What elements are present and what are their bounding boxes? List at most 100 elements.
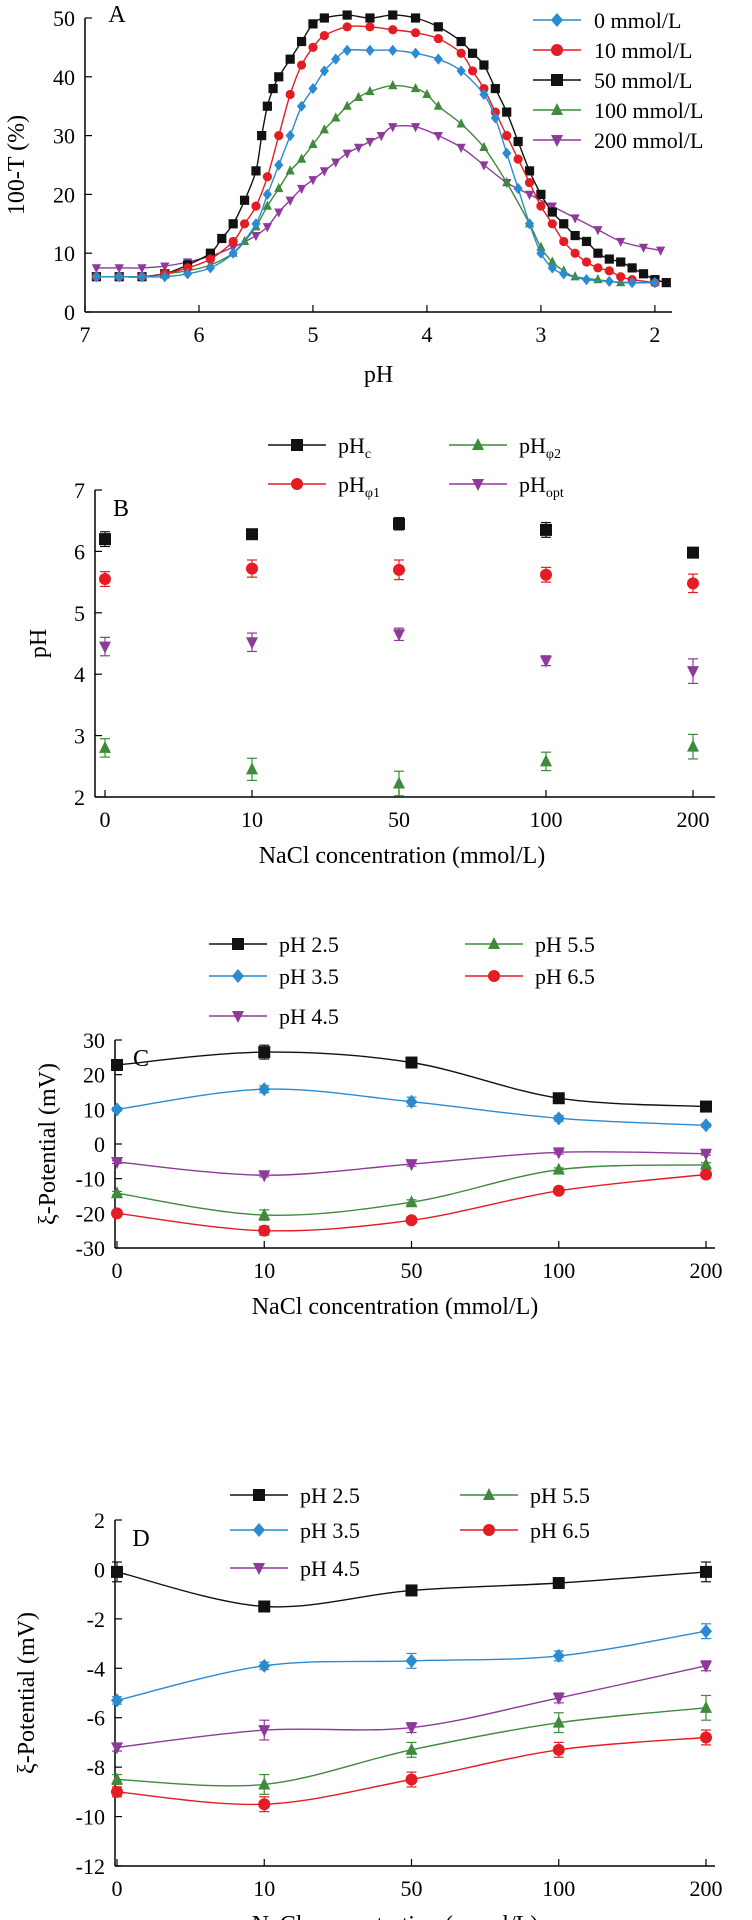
data-point: [552, 1692, 565, 1705]
data-point: [99, 740, 111, 753]
data-point: [114, 264, 124, 274]
x-tick-label: 6: [193, 322, 204, 347]
data-point: [422, 88, 432, 99]
data-point: [296, 36, 307, 47]
data-point: [296, 100, 307, 112]
panel-a: 0 10 20 30 40 50 7 6 5 4 3 2 pH 100-T (%) A 0 mmol/L 10 …: [4, 2, 703, 388]
legend-marker: [291, 439, 303, 451]
legend-label-main: pH 2.5: [300, 1483, 360, 1508]
data-point: [490, 112, 500, 124]
data-point: [540, 754, 552, 767]
legend-label-main: pH 5.5: [535, 932, 595, 957]
legend: pH 2.5 pH 3.5 pH 4.5 pH 5.5 pH 6.5: [209, 932, 595, 1029]
y-tick-label: 2: [74, 785, 85, 810]
data-point: [285, 165, 295, 175]
data-point: [559, 236, 569, 247]
y-tick-label: 3: [74, 724, 85, 749]
data-point: [111, 1186, 123, 1199]
series-ph-c: [99, 517, 699, 559]
series-ph-2-5: [111, 1561, 712, 1613]
legend-label: 50 mmol/L: [594, 68, 692, 93]
data-point: [342, 149, 352, 159]
data-point: [700, 1660, 712, 1673]
legend-label-main: pH 4.5: [279, 1004, 339, 1029]
data-point: [111, 1207, 123, 1220]
legend-label-main: pH 6.5: [530, 1518, 590, 1543]
data-point: [479, 141, 489, 151]
data-point: [513, 182, 523, 195]
data-point: [524, 190, 535, 200]
data-point: [393, 517, 405, 530]
data-point: [258, 1600, 271, 1613]
data-point: [616, 272, 626, 282]
data-point: [513, 136, 523, 147]
data-point: [262, 223, 272, 233]
data-point: [111, 1102, 123, 1117]
y-tick-label: -30: [76, 1236, 105, 1261]
data-point: [513, 154, 523, 164]
data-point: [405, 1159, 418, 1172]
data-point: [456, 65, 466, 77]
data-point: [604, 275, 614, 288]
y-tick-label: 0: [94, 1557, 105, 1582]
data-point: [342, 10, 352, 20]
legend-marker: [291, 478, 303, 490]
data-point: [536, 247, 546, 259]
series-ph-3-5: [111, 1623, 712, 1708]
data-point: [228, 247, 238, 259]
data-point: [433, 100, 443, 110]
data-point: [700, 1624, 712, 1639]
legend-label-subscript: φ2: [546, 447, 561, 462]
legend-marker: [232, 1011, 244, 1023]
y-tick-label: 50: [53, 6, 75, 31]
data-point: [616, 257, 626, 267]
legend-label-main: pH: [519, 472, 546, 497]
legend-label: pH 4.5: [300, 1556, 360, 1581]
data-point: [479, 60, 489, 70]
data-point: [433, 33, 443, 44]
x-axis-label: NaCl concentration (mmol/L): [259, 843, 546, 869]
series-ph-opt: [99, 627, 699, 685]
data-point: [262, 101, 272, 111]
legend-marker: [488, 970, 500, 982]
data-point: [540, 568, 552, 581]
x-tick-label: 100: [542, 1258, 575, 1283]
data-point: [160, 271, 170, 283]
data-point: [258, 1208, 271, 1221]
data-point: [388, 123, 398, 133]
data-point: [524, 218, 535, 230]
x-tick-label: 50: [401, 1258, 423, 1283]
data-point: [559, 268, 569, 280]
data-point: [467, 66, 478, 76]
x-axis-label: NaCl concentration (mmol/L): [252, 1294, 539, 1320]
data-point: [502, 131, 512, 141]
y-tick-label: 5: [74, 601, 85, 626]
data-point: [547, 207, 557, 217]
x-tick-label: 0: [112, 1258, 123, 1283]
data-point: [91, 264, 101, 274]
data-point: [547, 202, 557, 212]
series-ph-4-5: [111, 1660, 712, 1755]
panel-letter: C: [133, 1046, 149, 1072]
data-point: [251, 231, 261, 242]
y-tick-label: -10: [76, 1167, 105, 1192]
legend-label: pHφ1: [338, 472, 380, 501]
legend-label: 100 mmol/L: [594, 98, 703, 123]
data-point: [388, 44, 398, 56]
data-point: [285, 196, 295, 206]
series-200-mmol-l: [91, 123, 666, 274]
legend-marker: [551, 44, 563, 56]
data-point: [490, 107, 500, 117]
data-point: [274, 159, 284, 171]
data-point: [319, 13, 329, 23]
data-point: [246, 528, 258, 541]
data-point: [502, 147, 512, 159]
data-point: [490, 83, 500, 94]
y-axis-label: pH: [26, 629, 52, 658]
data-point: [700, 1157, 712, 1170]
legend-marker: [253, 1563, 265, 1575]
y-tick-label: 2: [94, 1508, 105, 1533]
data-point: [456, 143, 466, 153]
data-point: [700, 1731, 712, 1744]
data-point: [246, 562, 258, 575]
